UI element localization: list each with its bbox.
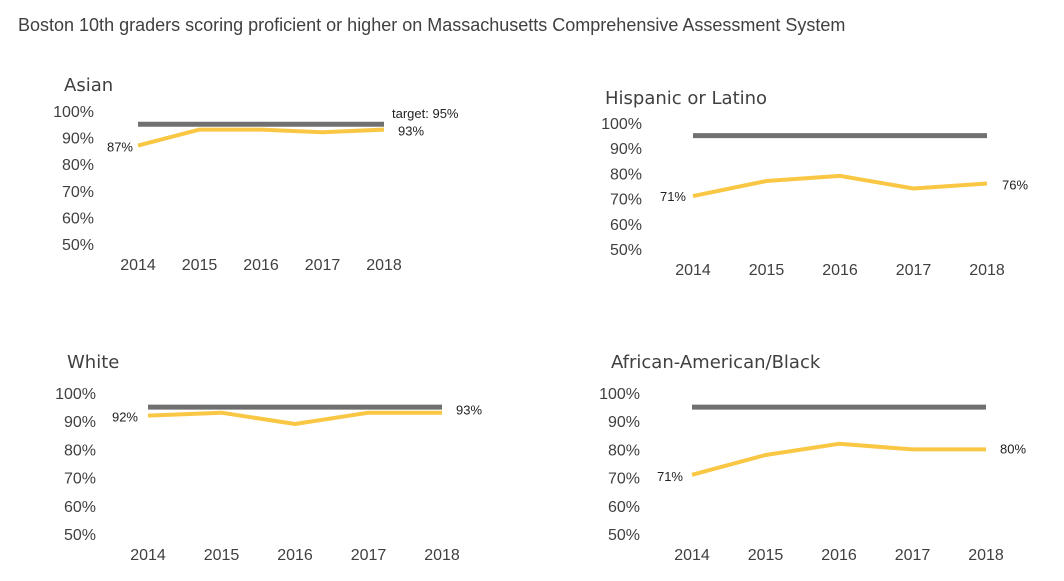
- start-value-label: 71%: [657, 469, 683, 484]
- y-tick-label: 90%: [608, 414, 640, 431]
- x-tick-label: 2018: [366, 257, 402, 274]
- chart-panel-3: White 100% 90% 80% 70% 60% 50% 2014 2015 2016 2017…: [55, 352, 482, 564]
- chart-title: Asian: [64, 75, 113, 96]
- series-line: [692, 173, 988, 199]
- x-tick-label: 2016: [277, 547, 313, 564]
- x-tick-label: 2016: [821, 547, 857, 564]
- y-tick-label: 50%: [610, 242, 642, 259]
- y-tick-label: 80%: [64, 442, 96, 459]
- x-tick-label: 2014: [675, 262, 711, 279]
- y-tick-label: 60%: [608, 499, 640, 516]
- start-value-label: 92%: [112, 410, 138, 425]
- x-tick-label: 2016: [243, 257, 279, 274]
- y-tick-label: 50%: [62, 237, 94, 254]
- end-value-label: 93%: [398, 124, 424, 139]
- y-tick-label: 60%: [62, 210, 94, 227]
- y-tick-label: 90%: [610, 141, 642, 158]
- y-tick-label: 100%: [599, 386, 640, 403]
- y-tick-label: 60%: [64, 499, 96, 516]
- y-tick-label: 100%: [601, 116, 642, 133]
- x-tick-label: 2017: [895, 547, 931, 564]
- end-value-label: 93%: [456, 403, 482, 418]
- x-tick-label: 2018: [424, 547, 460, 564]
- x-tick-label: 2014: [674, 547, 710, 564]
- chart-panel-4: African-American/Black 100% 90% 80% 70% 60% 50…: [599, 352, 1026, 564]
- target-label: target: 95%: [392, 106, 459, 121]
- y-tick-label: 100%: [55, 386, 96, 403]
- x-tick-label: 2014: [120, 257, 156, 274]
- main-title: Boston 10th graders scoring proficient o…: [18, 15, 846, 35]
- x-tick-label: 2018: [968, 547, 1004, 564]
- x-tick-label: 2015: [182, 257, 218, 274]
- series-line: [691, 441, 986, 477]
- end-value-label: 80%: [1000, 441, 1026, 456]
- y-tick-label: 70%: [64, 471, 96, 488]
- series-line: [137, 127, 385, 148]
- x-tick-label: 2017: [351, 547, 387, 564]
- y-tick-label: 80%: [610, 166, 642, 183]
- y-tick-label: 60%: [610, 217, 642, 234]
- chart-title: African-American/Black: [611, 352, 821, 373]
- x-tick-label: 2016: [822, 262, 858, 279]
- x-tick-label: 2015: [204, 547, 240, 564]
- x-tick-label: 2017: [896, 262, 932, 279]
- series-line: [147, 410, 442, 426]
- y-tick-label: 50%: [608, 527, 640, 544]
- end-value-label: 76%: [1002, 177, 1028, 192]
- chart-panel-1: Asian 100% 90% 80% 70% 60% 50% 2014 2015 2016 2017…: [53, 75, 459, 274]
- y-tick-label: 70%: [608, 471, 640, 488]
- start-value-label: 87%: [107, 140, 133, 155]
- chart-title: Hispanic or Latino: [605, 88, 767, 109]
- y-tick-label: 70%: [610, 192, 642, 209]
- start-value-label: 71%: [660, 189, 686, 204]
- x-tick-label: 2015: [748, 547, 784, 564]
- y-tick-label: 70%: [62, 184, 94, 201]
- y-tick-label: 90%: [64, 414, 96, 431]
- chart-panel-2: Hispanic or Latino 100% 90% 80% 70% 60% 50% 201…: [601, 88, 1028, 279]
- x-tick-label: 2014: [130, 547, 166, 564]
- y-tick-label: 100%: [53, 104, 94, 121]
- y-tick-label: 80%: [608, 442, 640, 459]
- x-tick-label: 2018: [969, 262, 1005, 279]
- y-tick-label: 50%: [64, 527, 96, 544]
- x-tick-label: 2015: [749, 262, 785, 279]
- chart-title: White: [67, 352, 119, 373]
- y-tick-label: 80%: [62, 157, 94, 174]
- x-tick-label: 2017: [305, 257, 341, 274]
- y-tick-label: 90%: [62, 131, 94, 148]
